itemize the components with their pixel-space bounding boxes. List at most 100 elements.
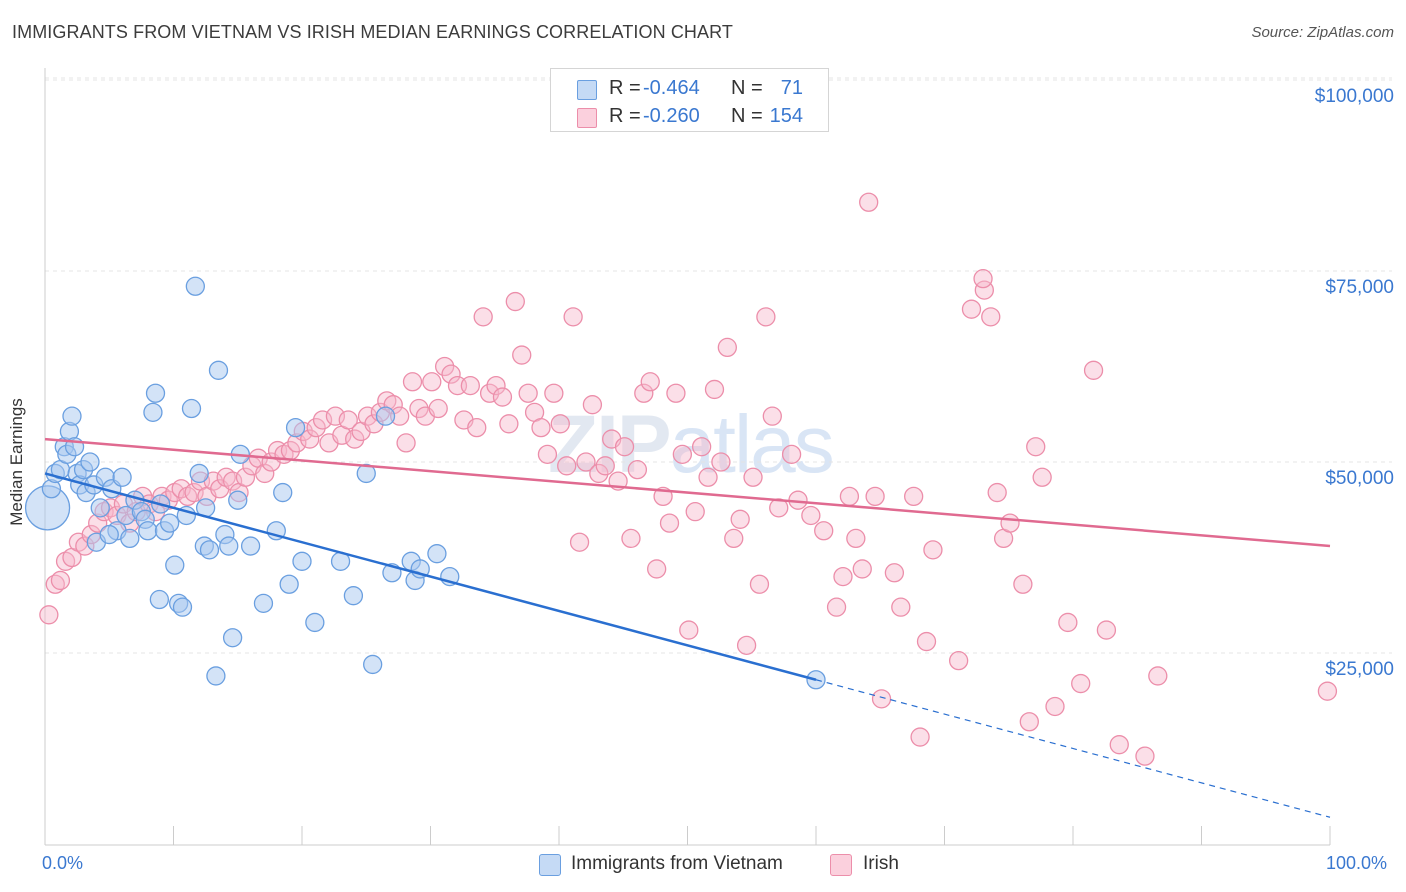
irish-point — [1019, 712, 1039, 732]
vietnam-point — [159, 513, 180, 533]
irish-point — [550, 414, 570, 434]
irish-point — [1032, 467, 1052, 487]
irish-point — [973, 268, 993, 289]
irish-point — [486, 375, 506, 396]
irish-point — [724, 528, 744, 549]
irish-point — [679, 620, 699, 640]
irish-point — [563, 307, 583, 327]
irish-point — [460, 375, 480, 396]
irish-point — [736, 635, 757, 656]
irish-point — [1045, 696, 1065, 717]
irish-point — [50, 570, 71, 591]
irish-point — [1058, 612, 1078, 633]
vietnam-point — [112, 467, 132, 487]
irish-point — [512, 345, 532, 365]
irish-point — [871, 689, 892, 709]
irish-point — [505, 291, 525, 312]
irish-point — [698, 467, 718, 487]
n-value: 71 — [780, 77, 803, 99]
irish-point — [422, 372, 442, 392]
vietnam-point — [206, 666, 226, 686]
irish-point — [839, 486, 860, 507]
vietnam-point — [208, 360, 229, 380]
irish-point — [402, 372, 423, 392]
vietnam-point — [273, 482, 293, 503]
y-tick-label: $25,000 — [1325, 659, 1394, 680]
irish-point — [987, 482, 1007, 503]
vietnam-point — [80, 452, 100, 472]
irish-point — [441, 364, 461, 384]
irish-point — [589, 463, 609, 484]
legend-row-irish: R = -0.260 N = 154 — [551, 101, 828, 129]
irish-point — [781, 444, 802, 465]
vietnam-point — [62, 406, 82, 426]
r-label: R = — [609, 105, 641, 127]
irish-point — [582, 395, 603, 415]
irish-point — [634, 383, 654, 403]
irish-point — [891, 597, 911, 617]
vietnam-point — [199, 540, 220, 560]
irish-point — [467, 417, 487, 438]
irish-point — [948, 650, 969, 671]
irish-trend-line — [44, 437, 1331, 548]
irish-point — [255, 463, 275, 484]
n-label: N = — [731, 105, 763, 127]
y-tick-label: $75,000 — [1325, 277, 1394, 298]
vietnam-point — [363, 654, 383, 675]
irish-points — [39, 192, 1338, 766]
irish-point — [910, 727, 930, 747]
irish-point — [961, 299, 982, 319]
irish-point — [833, 566, 853, 587]
irish-point — [396, 433, 416, 453]
irish-point — [576, 452, 596, 472]
irish-point — [1013, 574, 1033, 594]
vietnam-point — [143, 402, 163, 422]
irish-point — [666, 383, 686, 403]
irish-point — [1135, 746, 1155, 766]
vietnam-point — [285, 417, 306, 438]
r-value: -0.260 — [643, 105, 700, 127]
irish-point — [235, 467, 256, 487]
irish-point — [1026, 437, 1046, 457]
vietnam-point — [90, 498, 110, 518]
vietnam-legend-swatch — [539, 854, 561, 876]
irish-point — [749, 574, 770, 594]
r-label: R = — [609, 77, 641, 99]
irish-point — [557, 456, 577, 476]
irish-point — [614, 437, 635, 457]
chart-title: IMMIGRANTS FROM VIETNAM VS IRISH MEDIAN … — [12, 22, 733, 42]
vietnam-point — [219, 536, 239, 556]
vietnam-point — [222, 628, 243, 648]
x-axis-min-label: 0.0% — [42, 853, 84, 873]
irish-point — [769, 498, 789, 518]
vietnam-point — [240, 536, 261, 556]
vietnam-point — [149, 589, 170, 610]
irish-point — [852, 559, 872, 579]
irish-point — [39, 605, 59, 625]
irish-point — [473, 307, 493, 327]
vietnam-point — [375, 406, 396, 426]
irish-point — [300, 429, 320, 449]
vietnam-point — [138, 521, 158, 541]
irish-point — [704, 379, 725, 400]
vietnam-point — [427, 544, 447, 564]
irish-point — [499, 414, 519, 434]
irish-point — [409, 398, 429, 419]
irish-point — [814, 521, 834, 541]
irish-point — [647, 559, 667, 579]
irish-point — [1317, 681, 1338, 701]
irish-point — [1000, 513, 1020, 533]
irish-point — [595, 456, 615, 476]
irish-point — [640, 372, 660, 392]
irish-point — [492, 387, 513, 407]
y-axis-title: Median Earnings — [7, 398, 26, 526]
n-label: N = — [731, 77, 763, 99]
vietnam-legend-label: Immigrants from Vietnam — [571, 853, 783, 874]
vietnam-point — [292, 551, 312, 571]
irish-point — [1071, 673, 1091, 694]
irish-point — [338, 410, 358, 430]
irish-point — [569, 532, 590, 552]
irish-point — [621, 528, 641, 549]
trend-lines — [44, 437, 1331, 818]
series-legend: Immigrants from Vietnam Irish — [0, 852, 1406, 878]
